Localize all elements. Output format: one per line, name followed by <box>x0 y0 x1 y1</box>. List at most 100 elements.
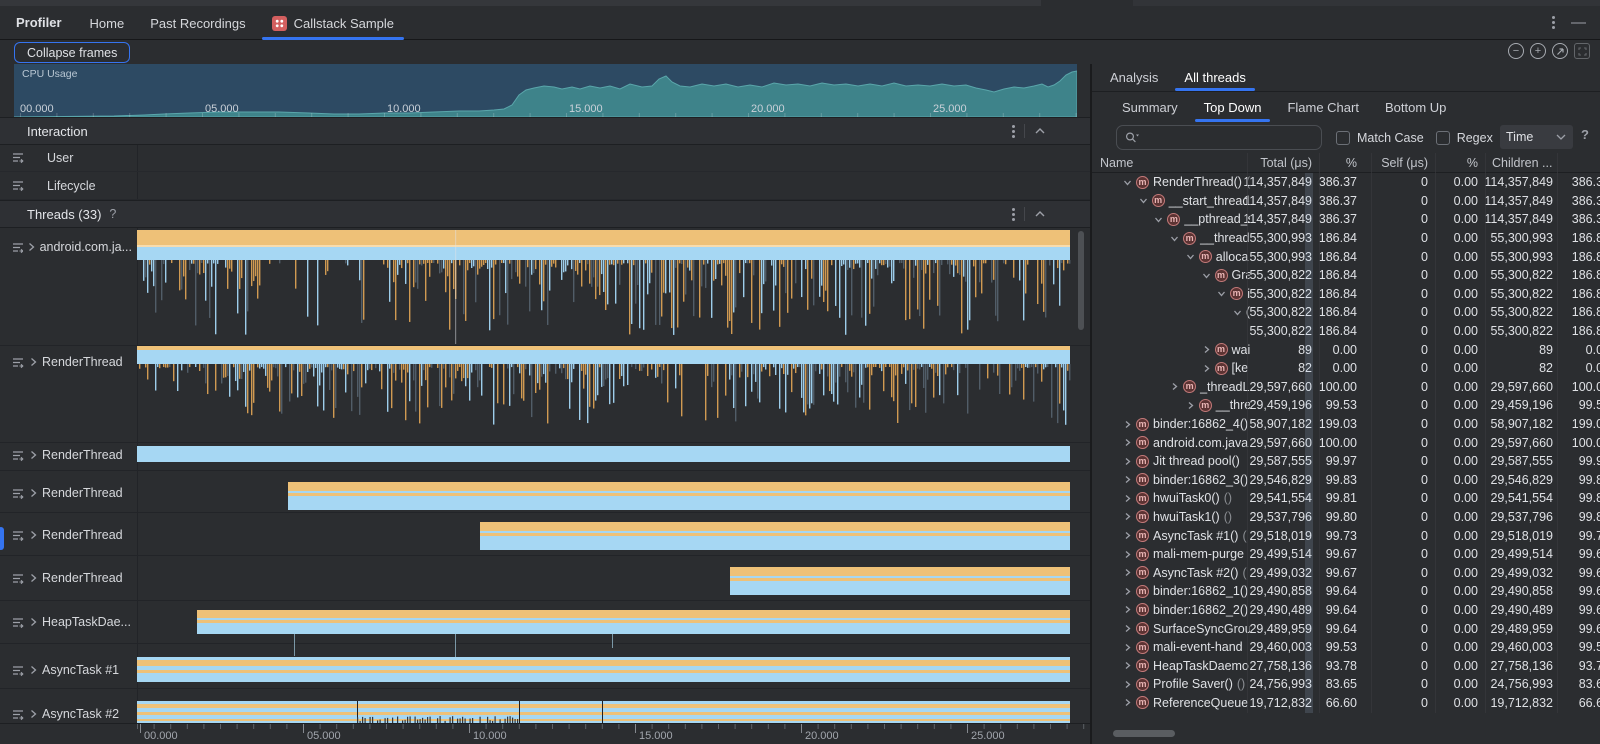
column-header-self[interactable]: Self (μs) <box>1381 155 1428 170</box>
chevron-right-icon[interactable] <box>1123 568 1132 577</box>
search-help-icon[interactable]: ? <box>1581 127 1589 142</box>
thread-row-label-5[interactable]: RenderThread <box>0 569 132 587</box>
thread-row-label-7[interactable]: AsyncTask #1 <box>0 661 132 679</box>
column-divider[interactable] <box>1557 153 1558 713</box>
timeline-vertical-scrollbar[interactable] <box>1078 231 1084 330</box>
chevron-down-icon[interactable] <box>1154 215 1163 224</box>
table-row[interactable]: m mali-mem-purge 29,499,514 99.67 0 0.00 29,49… <box>1092 545 1600 564</box>
chevron-right-icon[interactable] <box>1123 475 1132 484</box>
more-options-icon[interactable] <box>1012 207 1015 221</box>
table-row[interactable]: mGra55,300,822186.8400.0055,300,822186.8… <box>1092 266 1600 285</box>
search-input[interactable] <box>1144 129 1313 146</box>
column-divider[interactable] <box>1319 153 1320 713</box>
interaction-section-header[interactable]: Interaction <box>0 117 1090 145</box>
chevron-right-icon[interactable] <box>1123 624 1132 633</box>
thread-row-label-8[interactable]: AsyncTask #2 <box>0 705 132 723</box>
table-row[interactable]: m AsyncTask #2() (29,499,032 99.67 0 0.00 29,… <box>1092 563 1600 582</box>
table-row[interactable]: m binder:16862_3() 29,546,829 99.83 0 0.00 29,… <box>1092 471 1600 490</box>
cpu-usage-chart[interactable]: 00.000 05.000 10.000 15.000 20.000 25.000 <box>14 64 1077 117</box>
table-row[interactable]: m__thread29,459,19699.5300.0029,459,1969… <box>1092 396 1600 415</box>
column-header-self_pct[interactable]: % <box>1466 155 1478 170</box>
zoom-to-selection-icon[interactable] <box>1574 43 1590 59</box>
chevron-down-icon[interactable] <box>1233 308 1242 317</box>
table-row[interactable]: m Jit thread pool() 29,587,555 99.97 0 0.00 29… <box>1092 452 1600 471</box>
column-header-name[interactable]: Name <box>1100 155 1134 170</box>
expand-chevron-icon[interactable] <box>30 450 37 460</box>
table-row[interactable]: m binder:16862_2() 29,490,489 99.64 0 0.00 29,… <box>1092 601 1600 620</box>
column-header-children[interactable]: Children ... <box>1492 155 1553 170</box>
thread-row-label-2[interactable]: RenderThread <box>0 446 132 464</box>
chevron-right-icon[interactable] <box>1123 587 1132 596</box>
table-row[interactable]: (55,300,822 186.84 0 0.00 55,300,822 186.84 <box>1092 303 1600 322</box>
column-divider[interactable] <box>1247 153 1248 713</box>
table-row[interactable]: m ReferenceQueue 19,712,832 66.60 0 0.00 19,71… <box>1092 694 1600 713</box>
chevron-down-icon[interactable] <box>1217 289 1226 298</box>
regex-checkbox[interactable] <box>1435 130 1450 145</box>
table-row[interactable]: m hwuiTask1() () 29,537,796 99.80 0 0.00 29,53… <box>1092 508 1600 527</box>
chevron-right-icon[interactable] <box>1123 643 1132 652</box>
expand-chevron-icon[interactable] <box>30 617 37 627</box>
chevron-right-icon[interactable] <box>1186 401 1195 410</box>
session-tab-home[interactable]: Home <box>88 6 127 40</box>
collapse-section-icon[interactable] <box>1034 210 1046 218</box>
column-divider[interactable] <box>1435 153 1436 713</box>
chevron-right-icon[interactable] <box>1123 680 1132 689</box>
chevron-right-icon[interactable] <box>1123 494 1132 503</box>
table-row[interactable]: m hwuiTask0() () 29,541,554 99.81 0 0.00 29,54… <box>1092 489 1600 508</box>
zoom-out-icon[interactable]: − <box>1508 43 1524 59</box>
table-row[interactable]: m _threadL 29,597,660 100.00 0 0.00 29,597,660… <box>1092 378 1600 397</box>
chevron-right-icon[interactable] <box>1123 438 1132 447</box>
expand-chevron-icon[interactable] <box>28 242 35 252</box>
chevron-down-icon[interactable] <box>1170 234 1179 243</box>
interaction-row-user[interactable]: User <box>0 144 1090 172</box>
zoom-in-icon[interactable]: + <box>1530 43 1546 59</box>
session-tab-past-recordings[interactable]: Past Recordings <box>148 6 247 40</box>
column-header-pct[interactable]: % <box>1345 155 1357 170</box>
column-header-total[interactable]: Total (μs) <box>1260 155 1312 170</box>
minimize-icon[interactable]: — <box>1571 13 1586 31</box>
thread-row-label-1[interactable]: RenderThread <box>0 353 132 371</box>
reset-zoom-icon[interactable] <box>1552 43 1568 59</box>
thread-row-label-4[interactable]: RenderThread <box>0 526 132 544</box>
table-row[interactable]: m __start_thread 114,357,849 386.37 0 0.00 114… <box>1092 192 1600 211</box>
chevron-right-icon[interactable] <box>1123 605 1132 614</box>
thread-row-label-6[interactable]: HeapTaskDae... <box>0 613 132 631</box>
chevron-down-icon[interactable] <box>1186 252 1195 261</box>
table-row[interactable]: m[ke 82 0.00 0 0.00 82 0.00 <box>1092 359 1600 378</box>
expand-chevron-icon[interactable] <box>30 665 37 675</box>
expand-chevron-icon[interactable] <box>30 488 37 498</box>
table-row[interactable]: m __thread 55,300,993 186.84 0 0.00 55,300,993… <box>1092 229 1600 248</box>
tab-analysis[interactable]: Analysis <box>1110 70 1159 85</box>
expand-chevron-icon[interactable] <box>30 357 37 367</box>
tab-bottom-up[interactable]: Bottom Up <box>1384 99 1447 115</box>
column-divider[interactable] <box>1371 153 1372 713</box>
expand-chevron-icon[interactable] <box>30 530 37 540</box>
interaction-row-lifecycle[interactable]: Lifecycle <box>0 172 1090 200</box>
table-row[interactable]: m SurfaceSyncGrou 29,489,959 99.64 0 0.00 29,4… <box>1092 619 1600 638</box>
thread-row-label-0[interactable]: android.com.ja... <box>0 238 132 256</box>
table-row[interactable]: m mali-event-hand 29,460,003 99.53 0 0.00 29,4… <box>1092 638 1600 657</box>
table-row[interactable]: m HeapTaskDaemo 27,758,136 93.78 0 0.00 27,758… <box>1092 656 1600 675</box>
chevron-right-icon[interactable] <box>1123 420 1132 429</box>
threads-help-icon[interactable]: ? <box>109 207 117 221</box>
chevron-right-icon[interactable] <box>1170 382 1179 391</box>
order-by-dropdown[interactable]: Time <box>1500 125 1573 149</box>
table-row[interactable]: m android.com.java 29,597,660 100.00 0 0.00 29… <box>1092 433 1600 452</box>
more-options-icon[interactable] <box>1012 124 1015 138</box>
chevron-down-icon[interactable] <box>1202 271 1211 280</box>
chevron-right-icon[interactable] <box>1202 345 1211 354</box>
chevron-right-icon[interactable] <box>1123 661 1132 670</box>
chevron-right-icon[interactable] <box>1202 364 1211 373</box>
tab-flame-chart[interactable]: Flame Chart <box>1287 99 1359 115</box>
table-horizontal-scrollbar[interactable] <box>1113 730 1175 737</box>
chevron-down-icon[interactable] <box>1123 178 1132 187</box>
chevron-right-icon[interactable] <box>1123 550 1132 559</box>
table-row[interactable]: 55,300,822 186.84 0 0.00 55,300,822 186.84 <box>1092 322 1600 341</box>
expand-chevron-icon[interactable] <box>30 573 37 583</box>
table-row[interactable]: m __pthread_s 114,357,849 386.37 0 0.00 114,35… <box>1092 210 1600 229</box>
threads-tracks-canvas[interactable]: 00.000 05.000 10.000 15.000 20.000 25.000 <box>0 64 1090 744</box>
session-tab-callstack-sample[interactable]: Callstack Sample <box>261 6 405 40</box>
match-case-checkbox[interactable] <box>1336 130 1350 145</box>
